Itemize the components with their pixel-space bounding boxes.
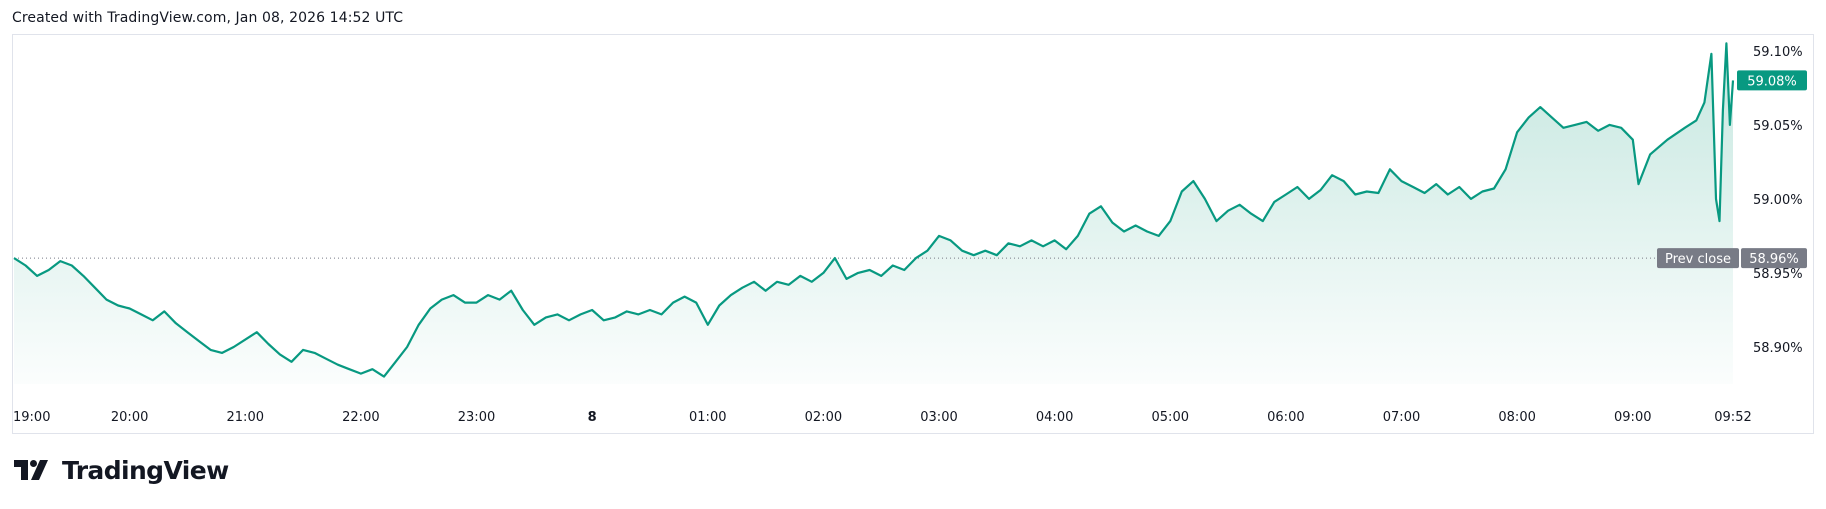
- y-tick-label: 58.90%: [1753, 341, 1803, 356]
- prev-close-value-tag: [1741, 248, 1807, 269]
- prev-close-value-label: 58.96%: [1749, 252, 1799, 267]
- y-tick-label: 58.95%: [1753, 267, 1803, 282]
- x-tick-label: 04:00: [1036, 410, 1073, 425]
- x-tick-label: 02:00: [805, 410, 842, 425]
- current-value-label: 59.08%: [1747, 74, 1797, 89]
- x-tick-label: 01:00: [689, 410, 726, 425]
- x-tick-label: 23:00: [458, 410, 495, 425]
- tradingview-logo-icon: [14, 459, 48, 480]
- prev-close-tag: [1657, 248, 1739, 269]
- chart-created-caption: Created with TradingView.com, Jan 08, 20…: [12, 10, 404, 26]
- price-line[interactable]: [13, 42, 1735, 378]
- x-tick-label: 21:00: [227, 410, 264, 425]
- y-tick-label: 59.10%: [1753, 45, 1803, 60]
- x-tick-label: 22:00: [342, 410, 379, 425]
- x-tick-label: 19:00: [13, 410, 50, 425]
- prev-close-label: Prev close: [1665, 252, 1731, 267]
- x-tick-label: 07:00: [1383, 410, 1420, 425]
- tradingview-brand-text: TradingView: [62, 456, 229, 485]
- x-tick-label: 20:00: [111, 410, 148, 425]
- x-tick-label: 09:52: [1714, 410, 1751, 425]
- x-tick-label: 8: [588, 410, 597, 425]
- x-tick-label: 05:00: [1152, 410, 1189, 425]
- y-tick-label: 59.05%: [1753, 119, 1803, 134]
- x-tick-label: 08:00: [1498, 410, 1535, 425]
- x-tick-label: 09:00: [1614, 410, 1651, 425]
- x-tick-label: 06:00: [1267, 410, 1304, 425]
- x-tick-label: 03:00: [920, 410, 957, 425]
- chart-frame: [12, 34, 1814, 434]
- area-chart[interactable]: 59.10% 59.05% 59.00% 58.95% 58.90% 19:00 20:0…: [0, 0, 1826, 445]
- current-value-tag: [1737, 70, 1807, 91]
- y-tick-label: 59.00%: [1753, 193, 1803, 208]
- tradingview-logo[interactable]: TradingView: [14, 456, 229, 485]
- area-fill: [14, 43, 1733, 385]
